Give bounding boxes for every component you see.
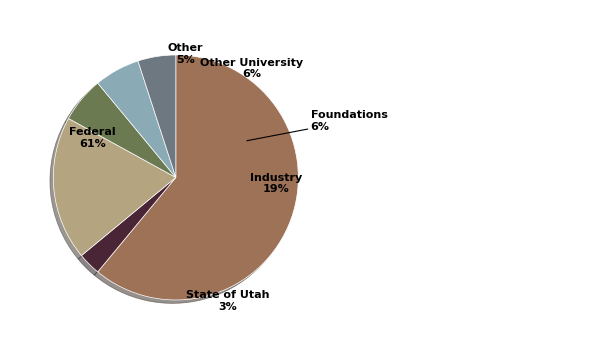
- Text: Foundations
6%: Foundations 6%: [247, 110, 387, 141]
- Text: Other
5%: Other 5%: [168, 43, 203, 65]
- Wedge shape: [53, 118, 176, 255]
- Wedge shape: [82, 177, 176, 272]
- Text: State of Utah
3%: State of Utah 3%: [185, 290, 269, 312]
- Text: Federal
61%: Federal 61%: [69, 127, 116, 149]
- Wedge shape: [138, 55, 176, 177]
- Wedge shape: [98, 55, 299, 300]
- Wedge shape: [98, 61, 176, 177]
- Wedge shape: [69, 83, 176, 177]
- Text: Industry
19%: Industry 19%: [250, 173, 302, 195]
- Text: Other University
6%: Other University 6%: [200, 58, 303, 79]
